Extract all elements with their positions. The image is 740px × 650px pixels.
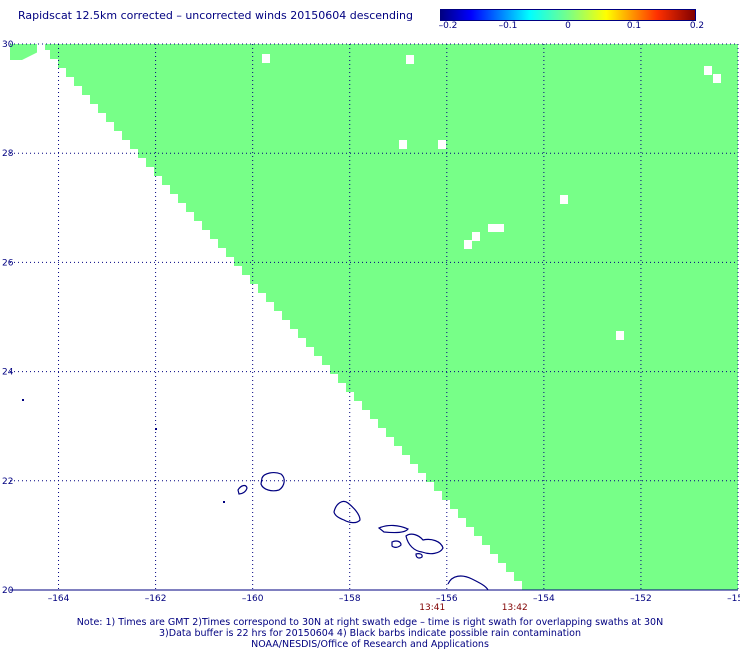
footer-note-1: Note: 1) Times are GMT 2)Times correspon… <box>76 617 664 628</box>
island-kahoolawe <box>415 553 423 559</box>
colorbar-label-zero: 0 <box>565 21 571 31</box>
lon-tick-label: –158 <box>339 594 361 604</box>
swath-time-label: 13:41 <box>419 603 445 613</box>
island-maui <box>405 533 444 555</box>
missing-cell <box>464 240 472 249</box>
island-molokai <box>377 524 409 534</box>
lon-tick-label: –160 <box>242 594 264 604</box>
colorbar-label-pos: 0.1 <box>626 21 642 31</box>
colorbar-label-neg: –0.1 <box>498 21 518 31</box>
lat-tick-label: 30 <box>2 40 14 50</box>
missing-cell <box>37 44 45 53</box>
lat-tick-label: 26 <box>2 258 14 268</box>
islet-2 <box>155 428 157 430</box>
footer-note-2: 3)Data buffer is 22 hrs for 20150604 4) … <box>159 628 581 639</box>
island-niihau <box>237 484 248 495</box>
lat-tick-label: 20 <box>2 586 14 596</box>
island-lanai <box>391 540 402 548</box>
lon-tick-label: –162 <box>145 594 167 604</box>
colorbar-label-max: 0.2 <box>689 21 705 31</box>
coastlines <box>22 399 489 591</box>
colorbar-gradient <box>440 9 696 21</box>
swath-area <box>10 44 738 590</box>
lon-tick-label: –150 <box>727 594 740 604</box>
island-hawaii <box>447 575 489 591</box>
map-axes: –164 –162 –160 –158 –156 –154 –152 –150 20 22 24 26… <box>2 40 740 613</box>
missing-cell <box>262 54 270 63</box>
missing-cell <box>560 195 568 204</box>
colorbar-label-min: –0.2 <box>438 21 458 31</box>
missing-cell <box>399 140 407 149</box>
island-kauai <box>260 472 285 492</box>
missing-cell <box>488 224 504 232</box>
missing-cell <box>704 66 712 75</box>
lat-tick-label: 22 <box>2 477 13 487</box>
islet-3 <box>223 501 225 503</box>
footer-note-3: NOAA/NESDIS/Office of Research and Appli… <box>251 639 489 650</box>
missing-cell <box>616 331 624 340</box>
swath-time-label: 13:42 <box>502 603 528 613</box>
missing-cell <box>472 232 480 241</box>
lon-tick-label: –152 <box>630 594 652 604</box>
missing-cell <box>438 140 446 149</box>
colorbar <box>440 9 696 21</box>
wind-swath <box>10 44 738 590</box>
map-title: Rapidscat 12.5km corrected – uncorrected… <box>18 9 414 22</box>
island-oahu <box>333 500 361 524</box>
missing-cell <box>713 74 721 83</box>
missing-cell <box>406 55 414 64</box>
lon-tick-label: –164 <box>48 594 70 604</box>
lat-tick-label: 24 <box>2 368 14 378</box>
lat-tick-label: 28 <box>2 149 14 159</box>
lon-tick-label: –156 <box>436 594 458 604</box>
islet-1 <box>22 399 24 401</box>
lon-tick-label: –154 <box>533 594 555 604</box>
